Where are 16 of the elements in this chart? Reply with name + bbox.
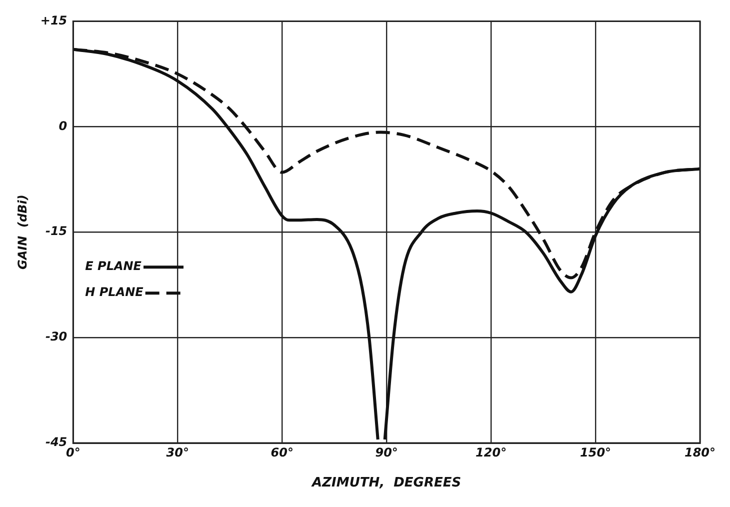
y-tick-label: -45 (45, 435, 68, 450)
x-tick-label: 180° (684, 445, 716, 460)
y-axis-title: GAIN (dBi) (15, 194, 30, 270)
x-tick-label: 120° (476, 445, 507, 460)
x-tick-label: 60° (270, 445, 294, 460)
y-tick-label: -30 (45, 330, 68, 344)
y-tick-label: 0 (58, 118, 68, 133)
y-tick-label: -15 (45, 224, 68, 238)
y-tick-label: +15 (40, 13, 68, 28)
x-tick-label: 150° (580, 445, 612, 460)
x-tick-label: 90° (375, 445, 398, 460)
x-tick-label: 0° (66, 445, 80, 460)
legend-label: E PLANE (85, 259, 142, 274)
x-axis-title: AZIMUTH, DEGREES (311, 476, 462, 491)
legend-label: H PLANE (85, 285, 144, 300)
x-tick-label: 30° (166, 445, 189, 460)
